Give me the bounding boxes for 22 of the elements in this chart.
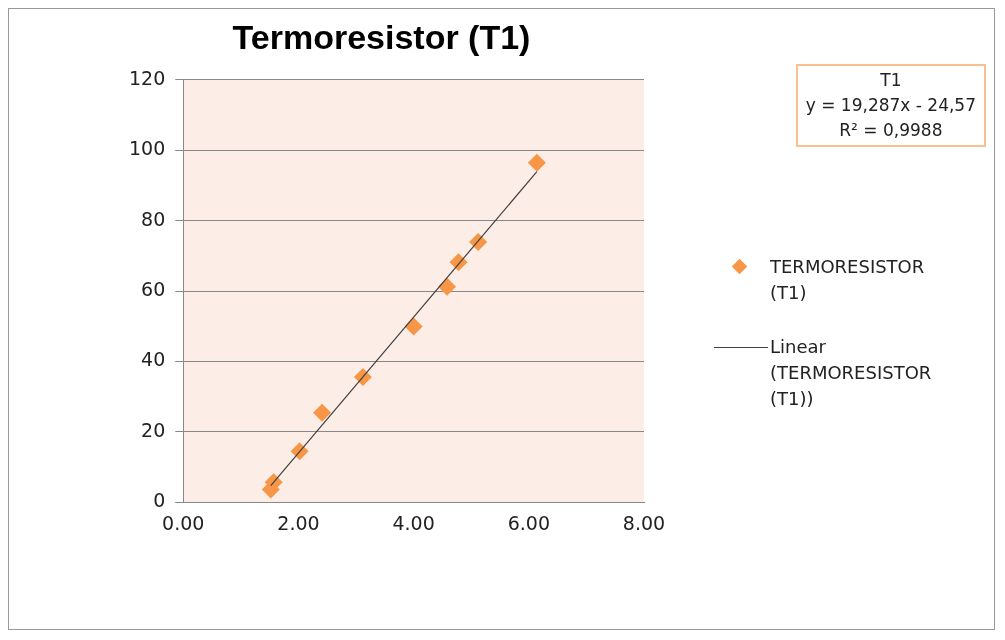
- x-tick-label: 0.00: [162, 511, 205, 534]
- x-tick-label: 6.00: [507, 511, 550, 534]
- point: [527, 153, 546, 172]
- text: R² = 0,9988: [838, 119, 944, 142]
- point: [313, 403, 332, 422]
- point: [404, 317, 423, 336]
- text: T1: [879, 69, 903, 92]
- y-tick-label: 20: [141, 418, 166, 441]
- point: [438, 277, 457, 296]
- x-tick-label: 4.00: [392, 511, 435, 534]
- chart-title: Termoresistor (T1): [232, 17, 531, 56]
- y-tick-label: 80: [141, 207, 166, 230]
- x-tick-label: 8.00: [622, 511, 666, 534]
- y-tick-label: 120: [129, 66, 166, 89]
- x-tick-label: 2.00: [277, 511, 320, 534]
- y-tick-label: 60: [141, 277, 166, 300]
- y-tick-label: 100: [129, 137, 166, 160]
- legend-label: Linear (TERMORESISTOR (T1)): [770, 335, 933, 411]
- y-tick-label: 40: [141, 348, 166, 371]
- y-tick-label: 0: [153, 489, 166, 512]
- text: y = 19,287x - 24,57: [805, 94, 976, 117]
- legend-label: TERMORESISTOR (T1): [770, 255, 926, 305]
